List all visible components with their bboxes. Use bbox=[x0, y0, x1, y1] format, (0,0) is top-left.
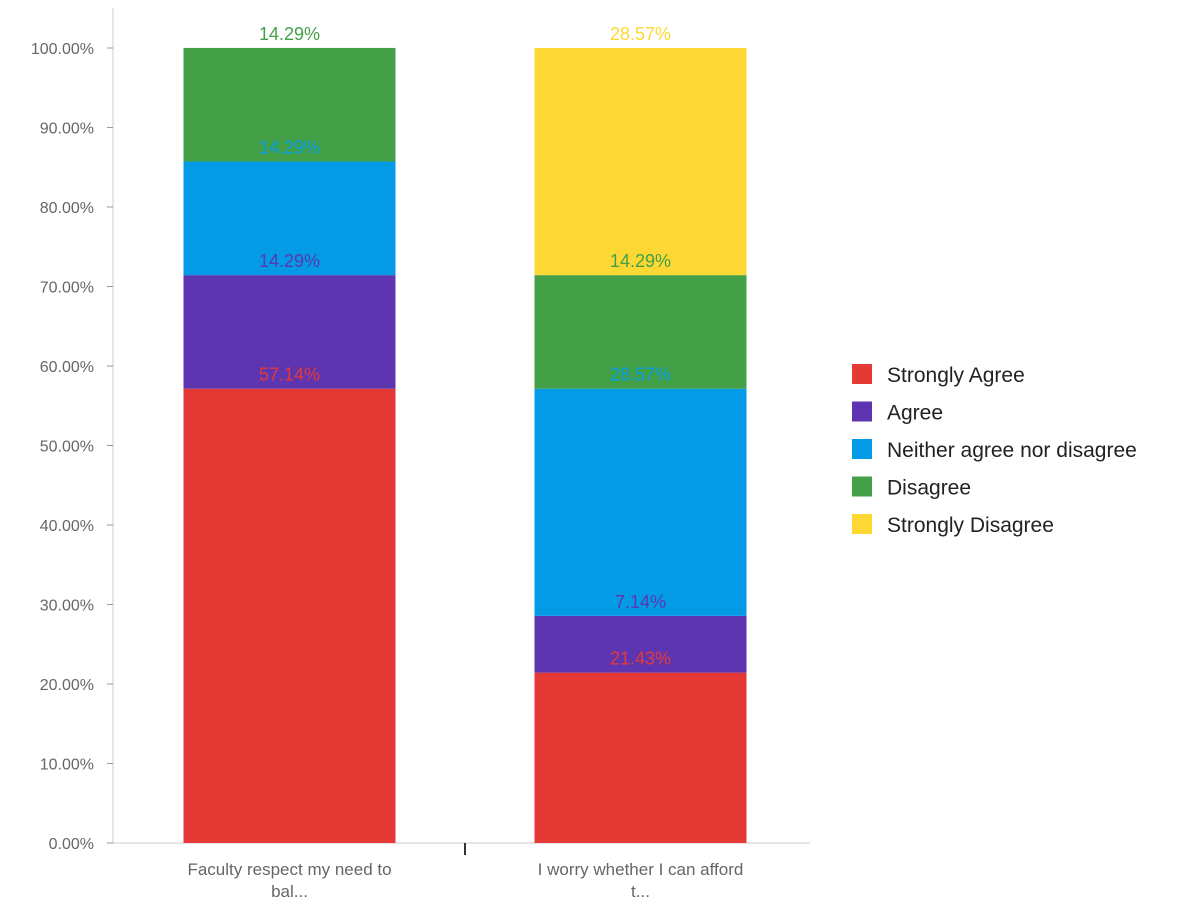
legend-label: Strongly Agree bbox=[887, 364, 1025, 387]
y-tick-label: 70.00% bbox=[40, 280, 94, 297]
legend-item[interactable]: Disagree bbox=[852, 476, 971, 500]
legend-swatch bbox=[852, 401, 872, 422]
data-labels: 57.14% 14.29% 14.29% 14.29% 21.43% 7.14% 28.57… bbox=[259, 24, 671, 669]
legend-item[interactable]: Neither agree nor disagree bbox=[852, 439, 1137, 462]
y-tick-label: 10.00% bbox=[40, 757, 94, 774]
bar-segment-disagree[interactable] bbox=[183, 47, 396, 162]
y-tick-label: 50.00% bbox=[40, 439, 94, 456]
data-label: 28.57% bbox=[610, 24, 671, 44]
data-label: 28.57% bbox=[610, 365, 671, 385]
bar-segment-strongly-agree[interactable] bbox=[183, 388, 396, 843]
bar-segment-strongly-agree[interactable] bbox=[534, 672, 747, 843]
data-label: 14.29% bbox=[610, 251, 671, 271]
bars bbox=[183, 47, 747, 843]
bar-segment-agree[interactable] bbox=[183, 275, 396, 389]
legend-item[interactable]: Strongly Agree bbox=[852, 364, 1025, 387]
y-tick-label: 30.00% bbox=[40, 598, 94, 615]
data-label: 14.29% bbox=[259, 138, 320, 158]
legend: Strongly Agree Agree Neither agree nor dis… bbox=[852, 364, 1137, 537]
legend-swatch bbox=[852, 514, 872, 534]
y-tick-label: 40.00% bbox=[40, 518, 94, 535]
bar-segment-disagree[interactable] bbox=[534, 275, 747, 389]
legend-label: Disagree bbox=[887, 477, 971, 500]
legend-item[interactable]: Agree bbox=[852, 401, 943, 425]
legend-item[interactable]: Strongly Disagree bbox=[852, 514, 1054, 537]
data-label: 14.29% bbox=[259, 251, 320, 271]
data-label: 57.14% bbox=[259, 365, 320, 385]
data-label: 21.43% bbox=[610, 649, 671, 669]
y-tick-label: 80.00% bbox=[40, 200, 94, 217]
category-label: I worry whether I can afford t... bbox=[538, 860, 744, 901]
legend-swatch bbox=[852, 476, 872, 497]
bar-segment-neither-agree-nor-disagree[interactable] bbox=[534, 388, 747, 616]
legend-label: Agree bbox=[887, 402, 943, 425]
axes: 0.00% 10.00% 20.00% 30.00% 40.00% 50.00% 60.00… bbox=[31, 8, 810, 901]
legend-swatch bbox=[852, 439, 872, 459]
bar-segment-agree[interactable] bbox=[534, 615, 747, 673]
category-label: Faculty respect my need to bal... bbox=[187, 860, 391, 901]
bar-segment-strongly-disagree[interactable] bbox=[534, 48, 747, 276]
y-tick-label: 100.00% bbox=[31, 41, 94, 58]
legend-swatch bbox=[852, 364, 872, 384]
y-tick-label: 60.00% bbox=[40, 359, 94, 376]
data-label: 14.29% bbox=[259, 24, 320, 44]
bar-segment-neither-agree-nor-disagree[interactable] bbox=[183, 161, 396, 276]
y-tick-label: 20.00% bbox=[40, 677, 94, 694]
legend-label: Strongly Disagree bbox=[887, 514, 1054, 537]
legend-label: Neither agree nor disagree bbox=[887, 439, 1137, 462]
y-tick-label: 90.00% bbox=[40, 121, 94, 138]
data-label: 7.14% bbox=[615, 592, 666, 612]
y-tick-label: 0.00% bbox=[49, 836, 94, 853]
